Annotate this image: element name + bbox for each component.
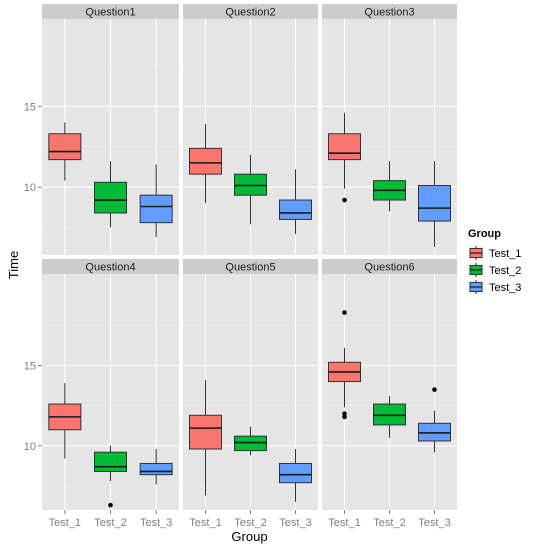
y-axis-title: Time [6,251,21,279]
box-body [48,133,82,161]
box-test-2 [94,161,127,228]
facet-title: Question1 [85,7,135,19]
x-tick-label: Test_1 [189,517,221,529]
facet-title: Question6 [364,262,414,274]
facet-panel: Question2 [183,4,318,255]
facet-panel: Question5 [183,259,318,510]
x-tick-label: Test_2 [373,517,405,529]
facet-panel: Question3 [322,4,457,255]
box-test-3 [139,164,173,238]
x-tick-label: Test_2 [94,517,126,529]
facet-strip [42,259,179,274]
box-test-1 [328,310,361,420]
box-body [234,173,267,196]
box-body [94,451,127,472]
box-test-2 [373,396,406,438]
y-tick-label: 10 [24,441,36,453]
outlier-point [432,387,437,392]
y-tick-label: 15 [24,361,36,373]
box-test-1 [189,124,222,204]
outlier-point [342,197,347,203]
legend-label: Test_3 [489,282,521,294]
box-body [189,147,222,175]
box-body [373,403,406,426]
box-body [279,462,312,484]
box-body [279,199,312,220]
box-body [139,194,173,224]
box-test-2 [234,426,267,456]
box-test-2 [94,445,127,508]
facet-title: Question5 [225,262,275,274]
x-tick-label: Test_3 [140,517,172,529]
facet-panel: Question4 [42,259,179,510]
x-axis-title: Group [231,529,267,544]
box-test-3 [279,169,312,234]
box-test-1 [48,383,82,459]
box-body [234,435,267,452]
box-body [418,184,451,222]
panels-layer: Question1 Question2 Question3 Question4 Ques… [42,4,457,510]
box-test-1 [48,122,82,181]
x-tick-label: Test_1 [49,517,81,529]
y-tick-label: 15 [24,101,36,113]
legend: Group Test_1 Test_2 Test_3 [467,228,521,296]
x-tick-label: Test_3 [418,517,450,529]
box-test-1 [189,379,222,496]
facet-strip [183,4,318,19]
legend-label: Test_1 [489,248,521,260]
legend-label: Test_2 [489,265,521,277]
facet-strip [322,4,457,19]
legend-item: Test_2 [467,261,521,279]
outlier-point [342,414,347,420]
legend-item: Test_3 [467,278,521,296]
outlier-point [342,411,347,416]
y-tick-label: 10 [24,182,36,194]
x-tick-label: Test_1 [328,517,360,529]
axes-layer: 10 15 10 15 Test_1 Test_2 Test_3 Test_1 Test_2 Te… [6,101,451,544]
facet-strip [322,259,457,274]
box-test-1 [328,112,361,203]
box-test-3 [139,448,173,485]
facet-panel: Question6 [322,259,457,510]
box-test-3 [279,448,312,502]
box-body [328,133,361,161]
facet-title: Question4 [85,262,135,274]
x-tick-label: Test_3 [279,517,311,529]
box-test-2 [373,161,406,212]
facet-strip [42,4,179,19]
box-body [94,181,127,214]
box-body [418,422,451,442]
legend-item: Test_1 [467,244,521,262]
legend-title: Group [468,228,501,240]
facet-title: Question3 [364,7,414,19]
box-test-3 [418,161,451,247]
box-test-2 [234,154,267,225]
outlier-point [108,502,113,508]
outlier-point [342,310,347,315]
facet-panel: Question1 [42,4,179,255]
box-test-3 [418,387,451,453]
facet-title: Question2 [225,7,275,19]
box-body [139,462,173,476]
facet-strip [183,259,318,274]
x-tick-label: Test_2 [234,517,266,529]
box-body [189,414,222,450]
